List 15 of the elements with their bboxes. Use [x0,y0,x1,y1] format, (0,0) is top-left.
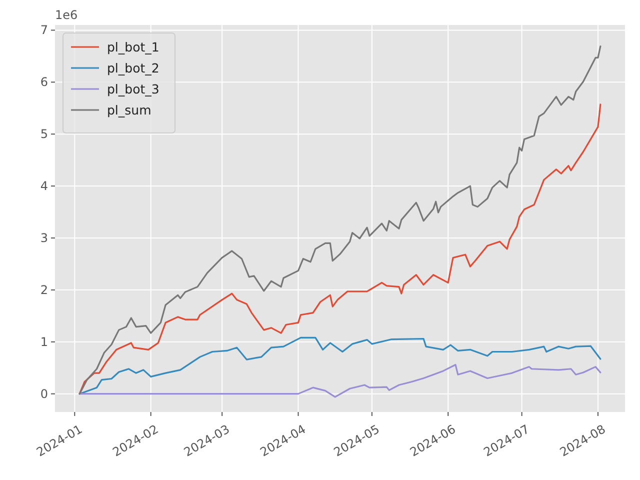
text: 1e6 [55,8,78,22]
y-tick-label: 3 [40,230,48,245]
legend-label: pl_sum [107,102,152,118]
line-series [78,336,602,395]
legend-label: pl_bot_2 [107,60,160,76]
y-tick-label: 2 [40,282,48,297]
y-tick-label: 6 [40,75,48,90]
y-tick-label: 1 [40,334,48,349]
legend-label: pl_bot_3 [107,82,160,96]
y-tick-label: 4 [40,179,48,194]
line-series [78,364,602,398]
y-tick-label: 7 [40,23,48,38]
y-tick-label: 0 [40,386,48,401]
y-tick-label: 5 [40,127,48,142]
legend-label: pl_bot_1 [107,40,160,54]
